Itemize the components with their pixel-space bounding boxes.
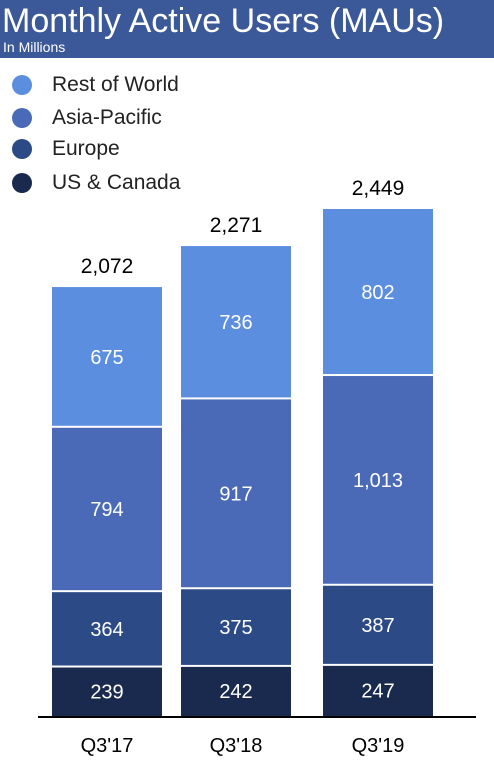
legend-label-asia-pacific: Asia-Pacific — [52, 106, 162, 129]
data-label-asia-pacific-q3-18: 917 — [219, 483, 252, 505]
total-label-q3-18: 2,271 — [210, 214, 263, 237]
bar-segment-rest-of-world-q3-17 — [52, 287, 162, 426]
total-label-q3-19: 2,449 — [352, 177, 405, 200]
data-label-europe-q3-17: 364 — [90, 619, 123, 641]
data-label-europe-q3-18: 375 — [219, 617, 252, 639]
total-label-q3-17: 2,072 — [81, 255, 134, 278]
x-tick-label-q3-19: Q3'19 — [352, 735, 405, 757]
legend-swatch-rest-of-world — [12, 75, 32, 95]
bar-segment-us-canada-q3-19 — [323, 665, 433, 716]
data-label-rest-of-world-q3-18: 736 — [219, 312, 252, 334]
bar-segment-us-canada-q3-18 — [181, 666, 291, 716]
legend-swatch-asia-pacific — [12, 108, 32, 128]
data-label-asia-pacific-q3-17: 794 — [90, 499, 123, 521]
legend-swatch-us-canada — [12, 173, 32, 193]
bar-segment-rest-of-world-q3-19 — [323, 209, 433, 375]
bar-segment-us-canada-q3-17 — [52, 667, 162, 716]
legend-label-rest-of-world: Rest of World — [52, 73, 179, 96]
x-tick-label-q3-18: Q3'18 — [210, 735, 263, 757]
legend-label-europe: Europe — [52, 137, 120, 160]
bar-segment-asia-pacific-q3-18 — [181, 399, 291, 588]
data-label-us-canada-q3-18: 242 — [219, 681, 252, 703]
data-label-rest-of-world-q3-17: 675 — [90, 347, 123, 369]
data-label-us-canada-q3-17: 239 — [90, 681, 123, 703]
bar-segment-rest-of-world-q3-18 — [181, 246, 291, 398]
bar-segment-europe-q3-19 — [323, 585, 433, 664]
chart-subtitle: In Millions — [3, 39, 66, 55]
legend-label-us-canada: US & Canada — [52, 171, 181, 194]
bar-segment-europe-q3-17 — [52, 592, 162, 666]
data-label-us-canada-q3-19: 247 — [361, 680, 394, 702]
bar-segment-asia-pacific-q3-17 — [52, 427, 162, 591]
chart-header: Monthly Active Users (MAUs) In Millions — [0, 0, 494, 58]
legend-swatch-europe — [12, 139, 32, 159]
data-label-rest-of-world-q3-19: 802 — [361, 282, 394, 304]
x-tick-label-q3-17: Q3'17 — [81, 735, 134, 757]
bar-segment-asia-pacific-q3-19 — [323, 376, 433, 584]
data-label-asia-pacific-q3-19: 1,013 — [353, 470, 403, 492]
chart-title: Monthly Active Users (MAUs) — [2, 2, 445, 40]
data-label-europe-q3-19: 387 — [361, 615, 394, 637]
bar-segment-europe-q3-18 — [181, 589, 291, 665]
